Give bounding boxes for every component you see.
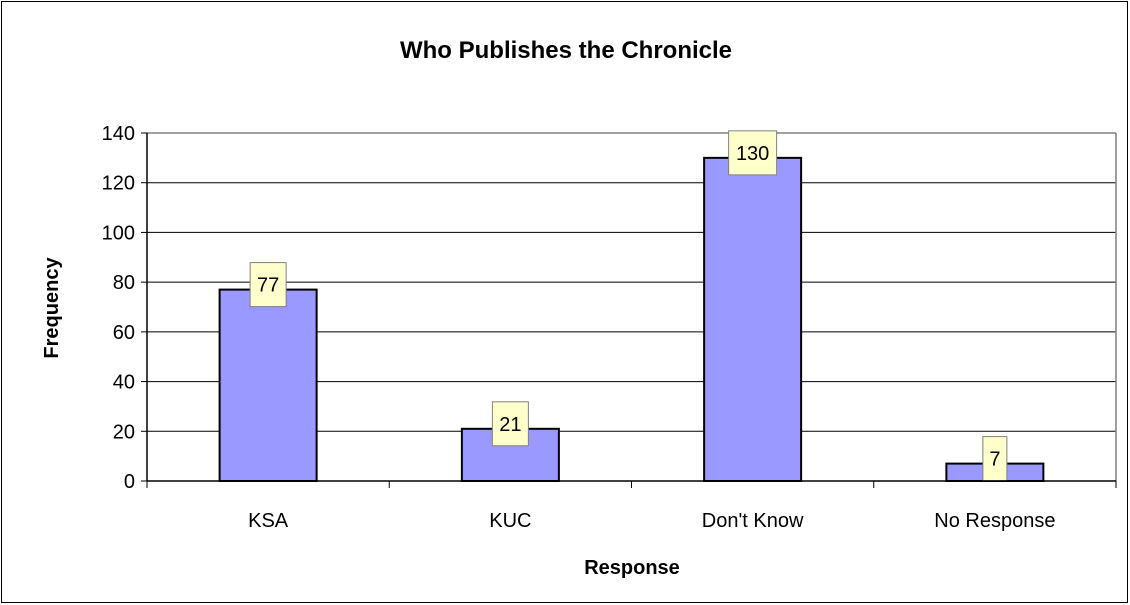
x-tick-label: KUC [489, 510, 531, 532]
data-label: 21 [499, 414, 521, 436]
y-tick-label: 20 [113, 421, 135, 443]
y-tick-label: 60 [113, 322, 135, 344]
plot-area: 0 20 40 60 80 100 120 140 77 KSA 21 KUC 130 Don't Kno… [102, 123, 1117, 532]
y-tick-label: 0 [124, 471, 135, 493]
y-tick-label: 100 [102, 222, 135, 244]
x-tick-label: KSA [248, 510, 289, 532]
data-label-box [249, 262, 287, 308]
y-tick-label: 40 [113, 372, 135, 394]
x-axis-title: Response [584, 557, 680, 579]
bar [703, 156, 803, 482]
data-label-box [491, 401, 529, 447]
data-label: 77 [257, 275, 279, 297]
bar [218, 288, 318, 482]
x-tick-label: No Response [934, 510, 1055, 532]
y-tick-label: 80 [113, 272, 135, 294]
data-label: 7 [989, 449, 1000, 471]
x-tick-label: Don't Know [702, 510, 804, 532]
data-label: 130 [736, 143, 769, 165]
data-label-box [728, 130, 778, 176]
y-tick-label: 140 [102, 123, 135, 145]
y-axis-title: Frequency [41, 257, 63, 359]
chart-title: Who Publishes the Chronicle [400, 37, 732, 64]
data-label-box [982, 436, 1008, 482]
y-tick-label: 120 [102, 173, 135, 195]
